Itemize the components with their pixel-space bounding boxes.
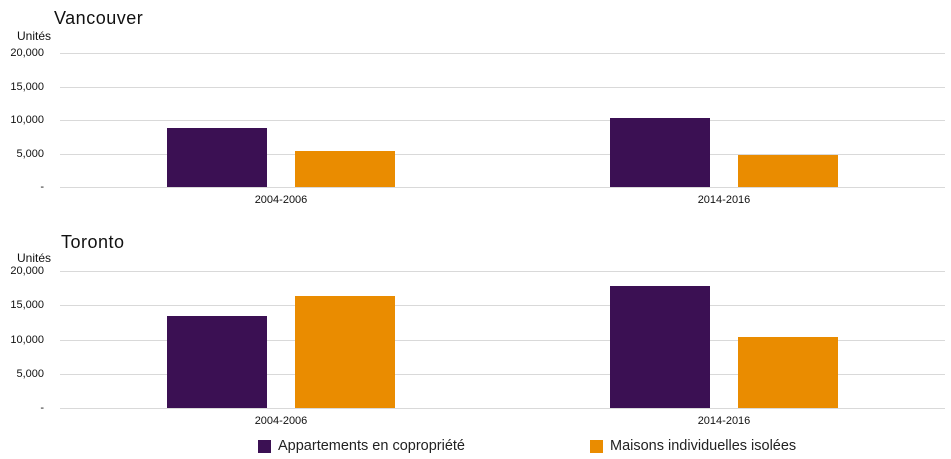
y-axis-tick-label: 20,000 (10, 47, 44, 59)
y-axis-tick-label: - (40, 181, 44, 193)
y-axis-tick-label: 10,000 (10, 114, 44, 126)
chart-title: Vancouver (54, 8, 144, 28)
y-axis-unit-label: Unités (17, 251, 52, 265)
gridline (60, 53, 945, 54)
gridline (60, 339, 945, 341)
y-axis-tick-label: 10,000 (10, 333, 44, 346)
x-axis-category-label: 2014-2016 (697, 415, 751, 427)
gridline (60, 305, 945, 307)
y-axis-tick-label: 15,000 (10, 80, 44, 93)
chart-vancouver: Vancouver Unités 2004-2006 2014-2016 20,0… (0, 0, 951, 212)
legend-item: Appartements en copropriété (258, 438, 465, 454)
y-axis-tick-label: 15,000 (10, 299, 44, 312)
bar-houses (295, 151, 395, 187)
legend-label: Maisons individuelles isolées (610, 438, 797, 454)
chart-title: Toronto (61, 232, 125, 252)
plot-area: 2004-2006 2014-2016 (60, 271, 945, 427)
x-axis-category-label: 2004-2006 (254, 194, 308, 206)
bar-apartments (610, 286, 710, 408)
y-axis-tick-label: 5,000 (16, 367, 44, 380)
y-axis-tick-label: - (40, 402, 44, 414)
bar-apartments (167, 128, 267, 187)
y-axis-tick-label: 5,000 (16, 147, 44, 160)
gridline (60, 86, 945, 88)
x-axis-category-label: 2014-2016 (697, 194, 751, 206)
gridline (60, 187, 945, 188)
gridline (60, 271, 945, 272)
bar-houses (738, 155, 838, 187)
gridline (60, 408, 945, 409)
gridline (60, 120, 945, 121)
bar-houses (295, 296, 395, 408)
x-axis-category-label: 2004-2006 (254, 415, 308, 427)
legend-item: Maisons individuelles isolées (590, 438, 796, 454)
legend-label: Appartements en copropriété (278, 438, 465, 454)
y-axis-tick-label: 20,000 (10, 265, 44, 277)
gridline (60, 373, 945, 375)
bar-apartments (167, 316, 267, 408)
plot-area: 2004-2006 2014-2016 (60, 53, 945, 206)
gridline (60, 153, 945, 155)
bar-apartments (610, 118, 710, 187)
legend: Appartements en copropriété Maisons indiv… (0, 437, 951, 459)
legend-swatch-apartments (258, 439, 271, 453)
bar-houses (738, 337, 838, 408)
y-axis-unit-label: Unités (17, 29, 52, 43)
legend-swatch-houses (590, 439, 603, 453)
chart-toronto: Toronto Unités 2004-2006 2014-2016 20,000… (0, 222, 951, 434)
